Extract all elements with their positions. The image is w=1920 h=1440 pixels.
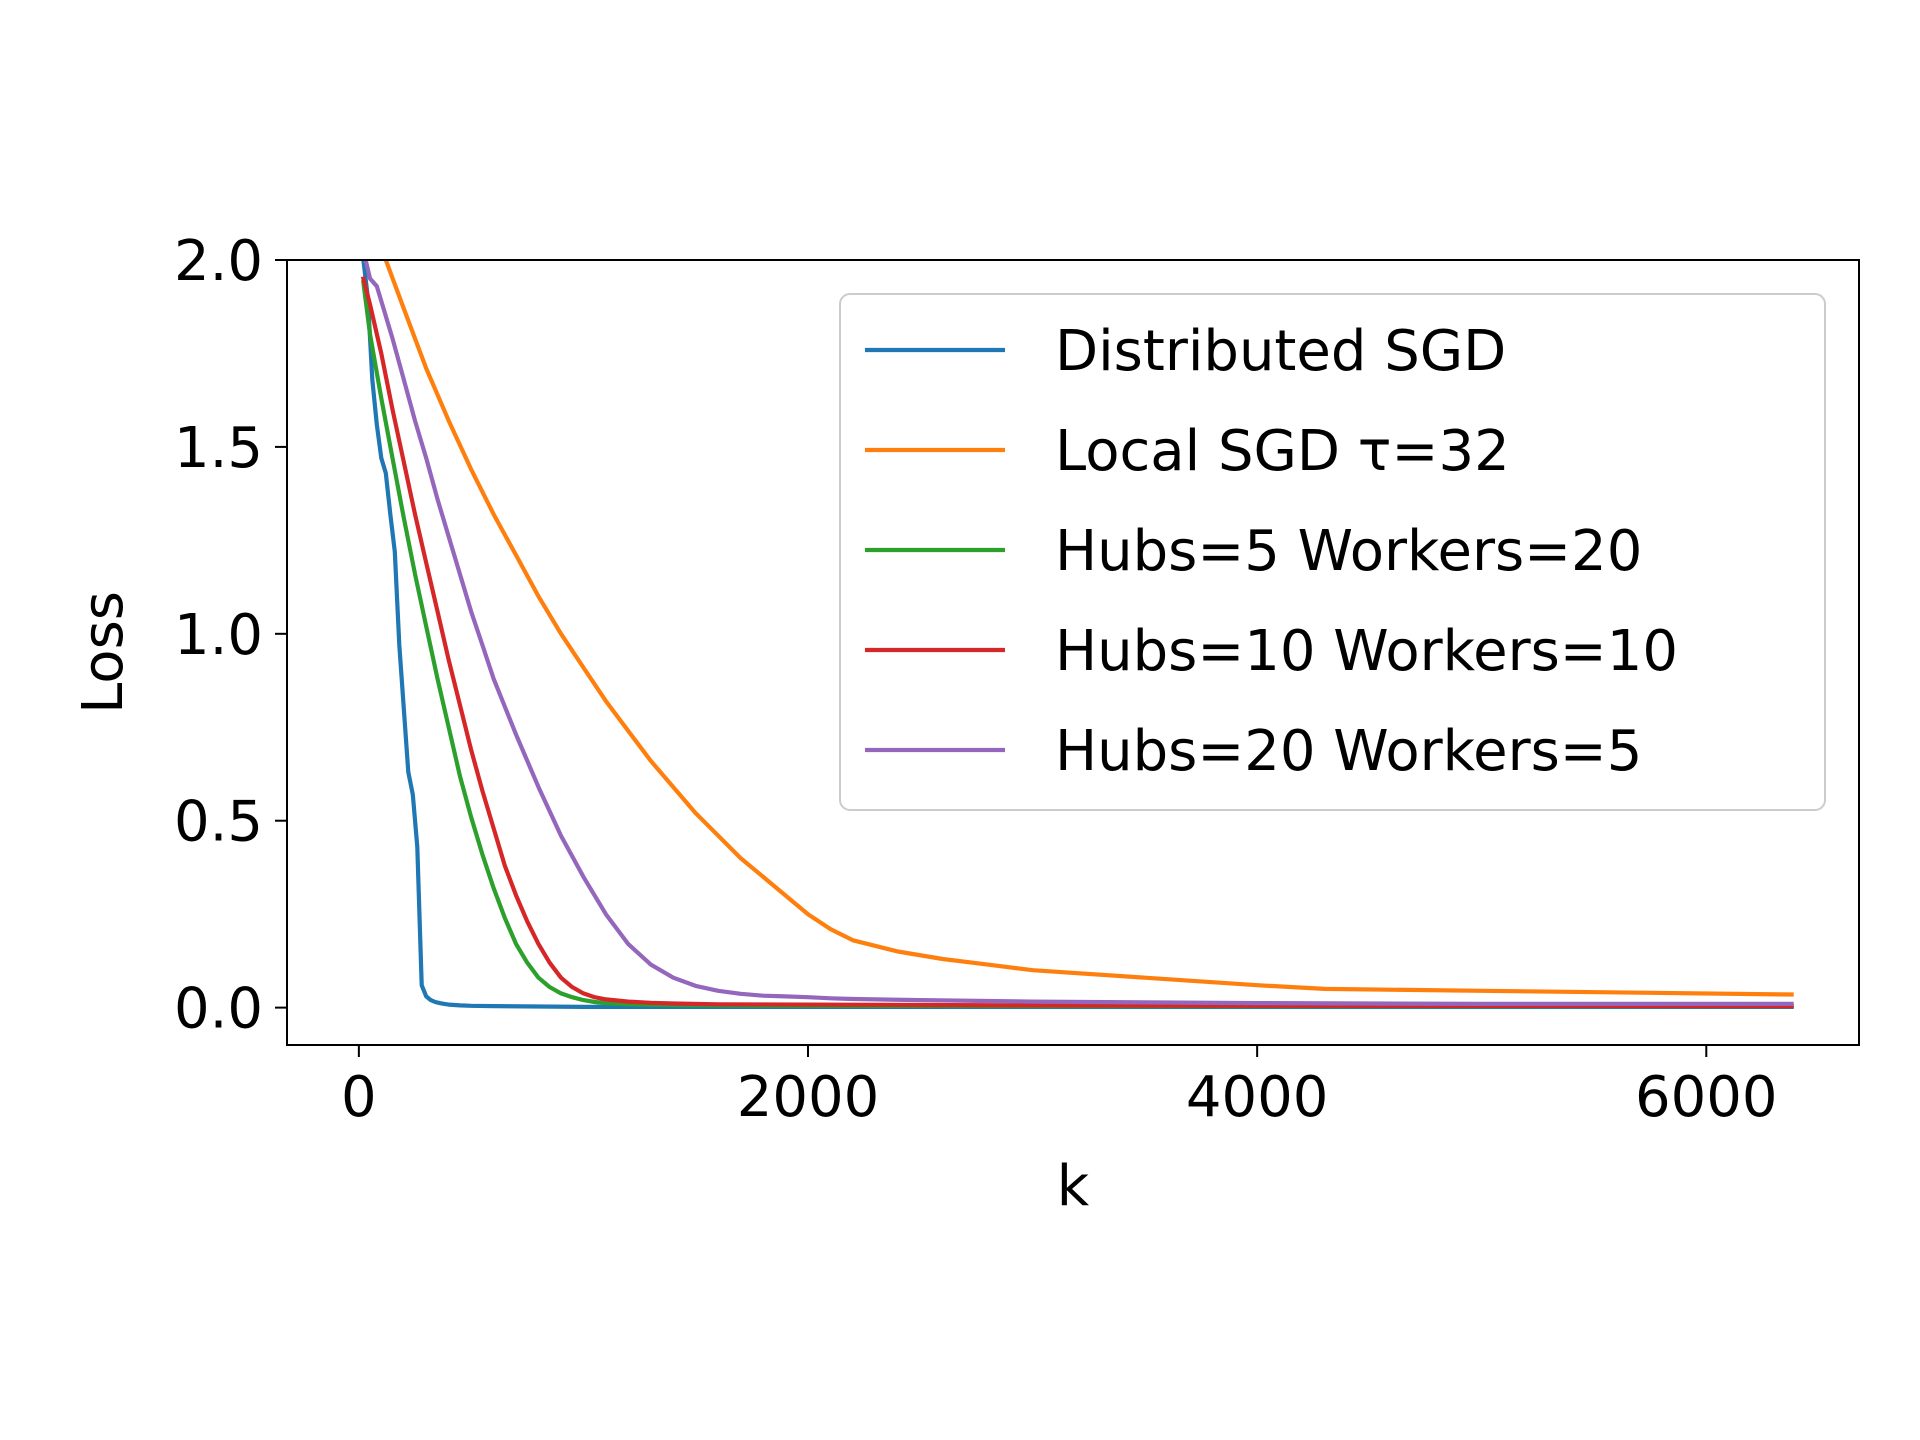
plot-frame <box>286 259 1860 1046</box>
y-tick-label: 1.5 <box>174 416 263 481</box>
legend: Distributed SGD Local SGD τ=32 Hubs=5 Work… <box>839 293 1826 811</box>
legend-label-2: Local SGD τ=32 <box>1055 419 1510 484</box>
y-tick-label: 2.0 <box>174 229 263 294</box>
legend-label-1: Distributed SGD <box>1055 319 1506 384</box>
legend-box <box>839 293 1826 811</box>
legend-label-4: Hubs=10 Workers=10 <box>1055 619 1678 684</box>
y-axis-ticks: 0.0 0.5 1.0 1.5 2.0 <box>174 229 287 1042</box>
legend-label-5: Hubs=20 Workers=5 <box>1055 719 1642 784</box>
series-line-2 <box>383 260 1794 997</box>
y-axis-label: Loss <box>71 591 136 714</box>
y-tick-label: 1.0 <box>174 603 263 668</box>
x-tick-label: 0 <box>341 1065 377 1130</box>
x-axis-label: k <box>1057 1154 1090 1219</box>
series-line-5 <box>363 260 1794 1007</box>
x-tick-label: 6000 <box>1635 1065 1778 1130</box>
plot-lines <box>360 260 1794 1010</box>
y-tick-label: 0.5 <box>174 790 263 855</box>
x-tick-label: 4000 <box>1186 1065 1329 1130</box>
x-axis-ticks: 0 2000 4000 6000 <box>341 1045 1778 1130</box>
y-tick-label: 0.0 <box>174 977 263 1042</box>
legend-label-3: Hubs=5 Workers=20 <box>1055 519 1642 584</box>
series-line-4 <box>360 276 1794 1009</box>
x-tick-label: 2000 <box>737 1065 880 1130</box>
